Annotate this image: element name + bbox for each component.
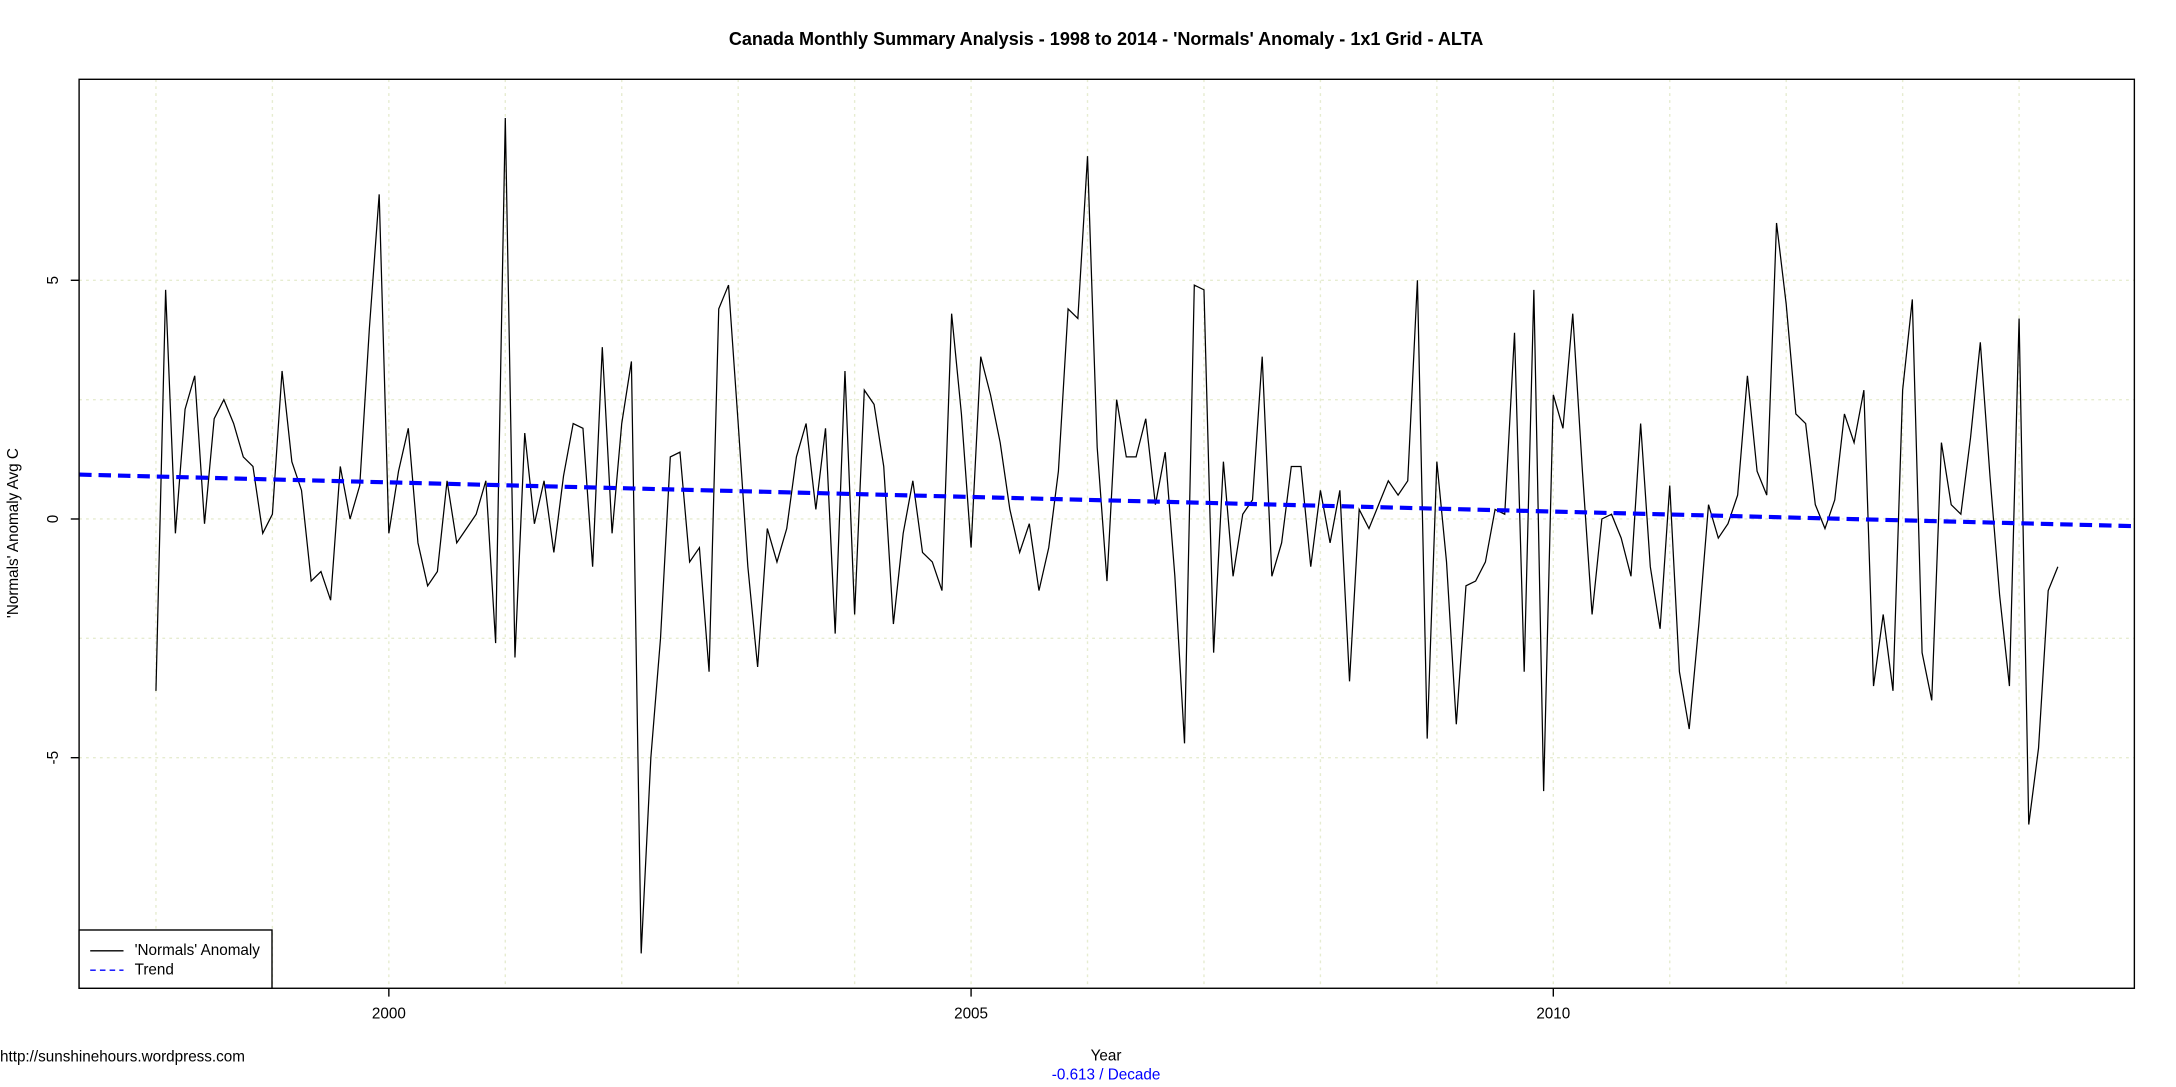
x-tick-label: 2010: [1536, 1006, 1570, 1023]
chart-title: Canada Monthly Summary Analysis - 1998 t…: [729, 29, 1483, 49]
annotation: -0.613 / Decade: [1052, 1067, 1161, 1084]
x-tick-label: 2000: [372, 1006, 406, 1023]
legend-label: 'Normals' Anomaly: [135, 942, 261, 959]
y-tick-label: -5: [45, 751, 62, 765]
trend-line: [79, 472, 2135, 529]
y-axis-label: 'Normals' Anomaly Avg C: [5, 448, 22, 618]
y-tick-label: 5: [45, 276, 62, 284]
legend-box: [78, 929, 273, 989]
y-tick-label: 0: [45, 515, 62, 523]
x-axis-label: Year: [1091, 1047, 1122, 1064]
legend-label: Trend: [135, 961, 174, 978]
footer: http://sunshinehours.wordpress.com: [0, 1049, 245, 1066]
plot-border: [78, 78, 2136, 989]
x-tick-label: 2005: [954, 1006, 988, 1023]
data-line: [155, 117, 2059, 954]
